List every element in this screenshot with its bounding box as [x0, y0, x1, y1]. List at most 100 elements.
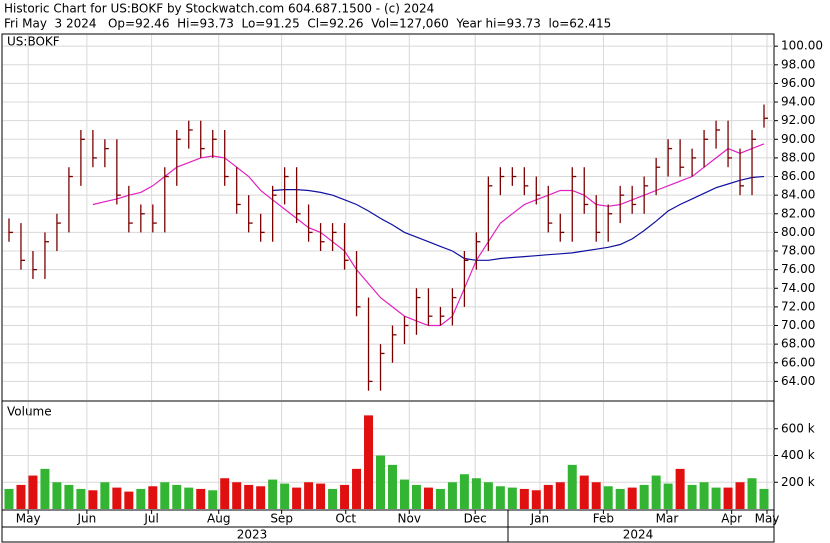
x-tick-label: May [755, 512, 780, 526]
year-label: 2024 [623, 528, 654, 542]
y-tick-label: 74.00 [781, 281, 815, 295]
y-tick-label: 88.00 [781, 150, 815, 164]
y-tick-label: 92.00 [781, 113, 815, 127]
y-tick-label: 100.00 [781, 39, 823, 53]
x-tick-label: May [16, 512, 41, 526]
x-tick-label: Jun [77, 512, 97, 526]
volume-bar [160, 482, 170, 509]
volume-bar [651, 475, 661, 509]
volume-bar [148, 486, 158, 509]
y-tick-label: 80.00 [781, 225, 815, 239]
volume-bar [376, 455, 386, 509]
volume-bar [483, 482, 493, 509]
volume-bar [316, 483, 326, 509]
volume-bar [471, 478, 481, 509]
volume-bar [687, 484, 697, 509]
x-tick-label: Aug [207, 512, 230, 526]
volume-bar [507, 487, 517, 509]
y-tick-label: 64.00 [781, 374, 815, 388]
y-tick-label: 78.00 [781, 244, 815, 258]
volume-bar [220, 478, 230, 509]
volume-bar [675, 468, 685, 509]
volume-tick-label: 600 k [781, 421, 815, 435]
volume-label: Volume [7, 405, 52, 419]
x-tick-label: Nov [398, 512, 421, 526]
volume-bar [136, 488, 146, 509]
volume-bar [555, 482, 565, 509]
volume-bar [76, 488, 86, 509]
volume-tick-label: 400 k [781, 448, 815, 462]
volume-bar [172, 484, 182, 509]
volume-bar [124, 491, 134, 509]
volume-bar [232, 482, 242, 509]
volume-bar [364, 415, 374, 509]
volume-bar [256, 486, 266, 509]
volume-bar [52, 482, 62, 509]
y-tick-label: 94.00 [781, 95, 815, 109]
chart-title: Historic Chart for US:BOKF by Stockwatch… [4, 2, 434, 16]
volume-bar [196, 488, 206, 509]
year-axis [1, 526, 775, 543]
volume-bar [603, 486, 613, 509]
volume-bar [531, 490, 541, 509]
volume-bar [28, 475, 38, 509]
volume-bar [759, 488, 769, 509]
volume-bar [387, 464, 397, 509]
chart-subtitle: Fri May 3 2024 Op=92.46 Hi=93.73 Lo=91.2… [4, 17, 611, 31]
volume-bar [352, 468, 362, 509]
y-tick-label: 72.00 [781, 299, 815, 313]
volume-bar [100, 482, 110, 509]
volume-bar [591, 482, 601, 509]
y-tick-label: 84.00 [781, 188, 815, 202]
volume-bar [495, 486, 505, 509]
volume-bar [627, 487, 637, 509]
y-tick-label: 82.00 [781, 206, 815, 220]
volume-bar [292, 487, 302, 509]
volume-bar [567, 464, 577, 509]
volume-bar [4, 488, 14, 509]
volume-bar [747, 478, 757, 509]
year-label: 2023 [237, 528, 268, 542]
volume-bar [543, 484, 553, 509]
volume-bar [423, 487, 433, 509]
symbol-label: US:BOKF [7, 35, 60, 49]
volume-bar [40, 468, 50, 509]
volume-bar [184, 487, 194, 509]
volume-bar [244, 484, 254, 509]
x-tick-label: Mar [656, 512, 679, 526]
volume-bar [639, 484, 649, 509]
moving-average [272, 175, 765, 261]
volume-bar [268, 479, 278, 509]
volume-bar [615, 488, 625, 509]
volume-bar [447, 482, 457, 509]
volume-bar [579, 475, 589, 509]
volume-bar [519, 488, 529, 509]
x-tick-label: Apr [721, 512, 742, 526]
volume-bar [112, 487, 122, 509]
volume-bar [459, 474, 469, 509]
volume-bar [711, 487, 721, 509]
y-tick-label: 98.00 [781, 57, 815, 71]
volume-bar [411, 484, 421, 509]
y-tick-label: 86.00 [781, 169, 815, 183]
volume-bar [208, 490, 218, 509]
volume-bar [699, 482, 709, 509]
y-tick-label: 76.00 [781, 262, 815, 276]
volume-bar [663, 483, 673, 509]
volume-bar [435, 488, 445, 509]
volume-bar [16, 484, 26, 509]
x-tick-label: Jul [143, 512, 158, 526]
volume-bar [399, 479, 409, 509]
y-tick-label: 90.00 [781, 132, 815, 146]
volume-bar [340, 484, 350, 509]
volume-bar [723, 487, 733, 509]
x-tick-label: Oct [335, 512, 356, 526]
x-tick-label: Jan [530, 512, 550, 526]
volume-bar [735, 482, 745, 509]
x-tick-label: Sep [270, 512, 293, 526]
x-tick-label: Feb [593, 512, 614, 526]
volume-bar [280, 483, 290, 509]
volume-bar [64, 484, 74, 509]
